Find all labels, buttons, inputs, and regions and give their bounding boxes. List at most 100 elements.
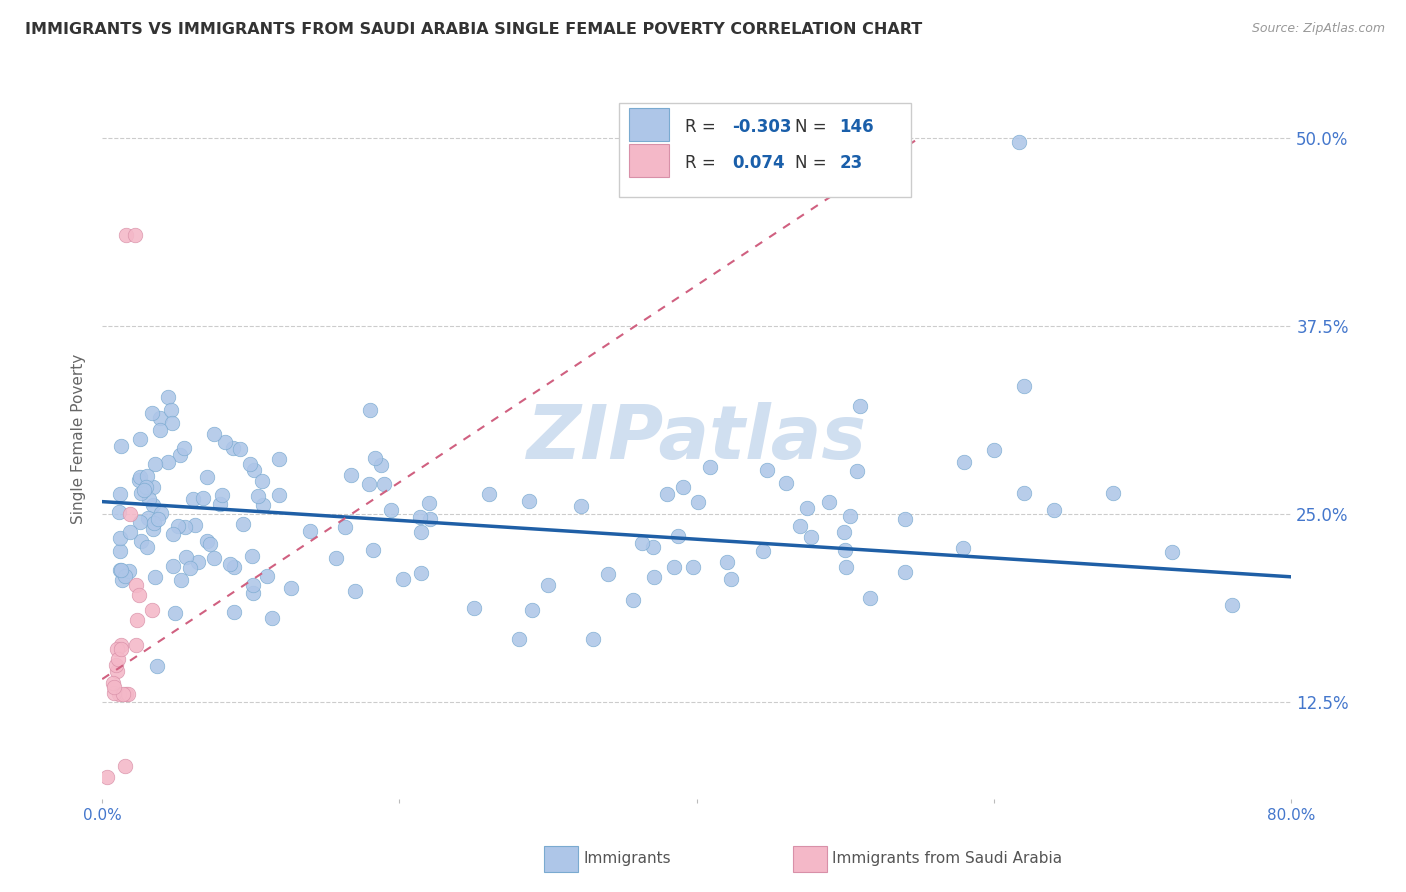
Point bbox=[409, 525, 432, 540]
Point bbox=[173, 519, 195, 533]
Point bbox=[256, 569, 278, 583]
Point bbox=[299, 524, 322, 538]
Point bbox=[184, 518, 207, 533]
Point bbox=[166, 518, 188, 533]
Point bbox=[664, 559, 686, 574]
Point bbox=[569, 500, 592, 514]
Point bbox=[361, 542, 384, 557]
Point bbox=[179, 561, 201, 575]
Point bbox=[214, 434, 236, 449]
Point bbox=[195, 470, 218, 484]
Point bbox=[108, 505, 131, 519]
Point bbox=[165, 607, 187, 621]
Text: R =: R = bbox=[685, 118, 721, 136]
Point bbox=[176, 549, 198, 564]
Point bbox=[218, 557, 240, 571]
Point bbox=[129, 486, 152, 500]
Point bbox=[1220, 598, 1243, 612]
Point bbox=[128, 473, 150, 487]
Text: N =: N = bbox=[796, 153, 832, 171]
Point bbox=[242, 585, 264, 599]
Point bbox=[222, 559, 245, 574]
Point bbox=[269, 452, 291, 467]
Point bbox=[159, 403, 181, 417]
Point bbox=[370, 458, 392, 473]
Point bbox=[463, 600, 485, 615]
Point bbox=[128, 432, 150, 446]
Point bbox=[173, 442, 195, 456]
Point bbox=[128, 516, 150, 530]
Point bbox=[835, 560, 858, 574]
Point bbox=[849, 399, 872, 413]
Point bbox=[110, 642, 132, 657]
Point bbox=[143, 457, 166, 471]
FancyBboxPatch shape bbox=[628, 144, 669, 178]
Point bbox=[252, 498, 274, 512]
Point bbox=[110, 638, 132, 652]
Point bbox=[141, 406, 163, 420]
Point bbox=[136, 510, 159, 524]
Point bbox=[222, 442, 245, 456]
Point bbox=[839, 509, 862, 524]
Point bbox=[103, 680, 125, 694]
Point bbox=[181, 491, 204, 506]
Point bbox=[115, 687, 138, 701]
Point bbox=[229, 442, 252, 456]
Text: ZIPatlas: ZIPatlas bbox=[527, 402, 866, 475]
Point bbox=[339, 467, 361, 482]
Point bbox=[202, 550, 225, 565]
Point bbox=[240, 549, 263, 563]
Point bbox=[720, 573, 742, 587]
Point bbox=[1012, 379, 1035, 393]
Point bbox=[160, 416, 183, 430]
Point bbox=[643, 540, 665, 554]
Point bbox=[832, 524, 855, 539]
Point bbox=[142, 498, 165, 512]
Point bbox=[1161, 545, 1184, 559]
Point bbox=[846, 465, 869, 479]
Point bbox=[1102, 486, 1125, 500]
Point bbox=[129, 533, 152, 548]
Point bbox=[1012, 486, 1035, 500]
Point bbox=[127, 613, 149, 627]
Point bbox=[107, 651, 129, 665]
Text: R =: R = bbox=[685, 153, 721, 171]
Text: 23: 23 bbox=[839, 153, 863, 171]
Point bbox=[120, 524, 142, 539]
Point bbox=[894, 565, 917, 579]
Point bbox=[146, 512, 169, 526]
Point bbox=[630, 535, 652, 549]
Point bbox=[260, 610, 283, 624]
Point bbox=[796, 501, 818, 516]
Point bbox=[114, 569, 136, 583]
Point bbox=[110, 564, 132, 578]
FancyBboxPatch shape bbox=[620, 103, 911, 196]
Point bbox=[582, 632, 605, 647]
Point bbox=[118, 507, 141, 521]
Point bbox=[204, 426, 226, 441]
Point bbox=[135, 480, 157, 494]
Point bbox=[143, 516, 166, 530]
Point bbox=[517, 494, 540, 508]
Point bbox=[169, 448, 191, 462]
Point bbox=[418, 496, 440, 510]
Point bbox=[688, 494, 710, 508]
Point bbox=[195, 533, 218, 548]
Point bbox=[391, 572, 413, 586]
Point bbox=[380, 502, 402, 516]
Point bbox=[110, 439, 132, 453]
Point bbox=[1042, 503, 1064, 517]
Point bbox=[108, 687, 131, 701]
Point bbox=[128, 469, 150, 483]
Text: 146: 146 bbox=[839, 118, 875, 136]
Point bbox=[411, 566, 433, 580]
Point bbox=[596, 567, 619, 582]
Point bbox=[108, 531, 131, 545]
Point bbox=[146, 659, 169, 673]
Point bbox=[325, 551, 347, 566]
Point bbox=[112, 687, 135, 701]
Point bbox=[817, 495, 839, 509]
Point bbox=[103, 686, 125, 700]
Point bbox=[136, 469, 159, 483]
Point bbox=[671, 480, 693, 494]
